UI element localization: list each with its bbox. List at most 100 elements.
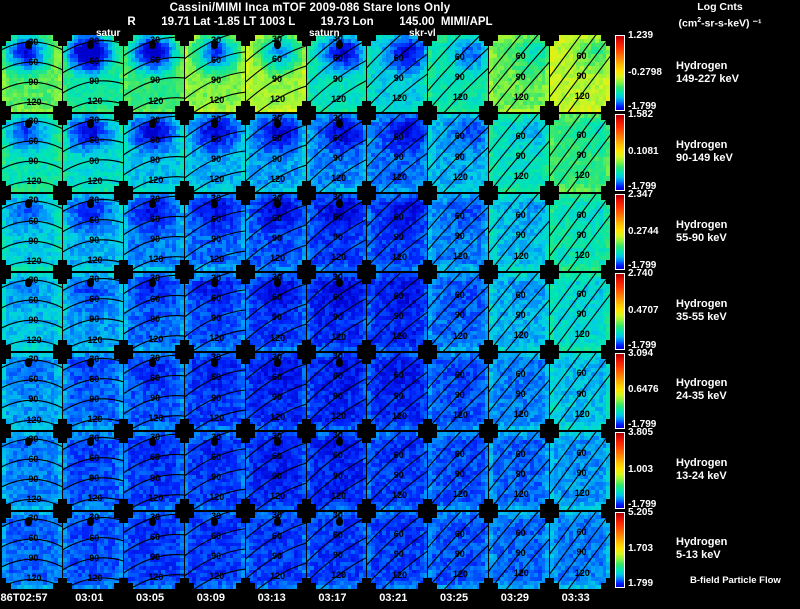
fov-corner-mask [479,185,489,192]
pitch-angle-label: 90 [516,230,526,240]
fov-corner-nub [423,432,428,444]
pitch-angle-label: 60 [211,531,221,541]
fov-corner-mask [113,503,123,510]
pitch-angle-label: 120 [270,174,285,184]
pitch-angle-label: 30 [150,194,160,204]
skymap-panel[interactable]: 60 90 120 [550,352,611,431]
fov-corner-mask [306,35,316,41]
fov-corner-mask [245,114,255,121]
fov-corner-mask [235,511,245,518]
skymap-panel[interactable]: 60 90 120 [489,193,550,272]
fov-corner-mask [2,582,11,589]
skymap-panel[interactable]: 60 90 120 [428,114,489,192]
skymap-panel[interactable]: 60 90 120 [550,35,611,113]
planet-obstruction-marker [86,198,94,208]
skymap-panel[interactable]: 60 90 120 [428,511,489,589]
fov-corner-mask [479,432,489,439]
fov-corner-mask [62,344,72,351]
pitch-angle-label: 30 [28,275,38,285]
skymap-panel[interactable]: 60 90 120 [550,432,611,510]
skymap-panel[interactable]: 60 90 120 [428,432,489,510]
skymap-panel[interactable]: 60 90 120 [550,273,611,351]
skymap-panel[interactable]: 60 90 120 [489,273,550,351]
skymap-panel[interactable]: 60 90 120 [367,352,428,431]
pitch-angle-label: 90 [28,474,38,484]
skymap-panel[interactable]: 60 90 120 [550,114,611,192]
planet-obstruction-marker [149,119,157,129]
fov-corner-nub [362,193,367,205]
skymap-panel[interactable]: 60 90 120 [367,273,428,351]
fov-corner-mask [367,35,377,41]
skymap-panel[interactable]: 60 90 120 [367,35,428,113]
fov-corner-nub [606,511,611,523]
skymap-panel[interactable]: 60 90 120 [428,35,489,113]
skymap-panel[interactable]: 60 90 120 [428,193,489,272]
skymap-panel[interactable]: 60 90 120 [428,273,489,351]
fov-corner-nub [484,419,489,431]
skymap-panel[interactable]: 60 90 120 [489,432,550,510]
pitch-angle-label: 90 [211,313,221,323]
skymap-panel[interactable]: 60 90 120 [489,352,550,431]
skymap-panel[interactable]: 60 90 120 [489,114,550,192]
planet-obstruction-marker [211,119,219,129]
skymap-panel[interactable]: 60 90 120 [367,193,428,272]
pitch-angle-label: 90 [150,314,160,324]
fov-corner-nub [118,260,123,272]
fov-corner-nub [428,193,433,205]
skymap-panel[interactable]: 60 90 120 [428,352,489,431]
pitch-angle-label: 60 [211,214,221,224]
skymap-panel[interactable]: 60 90 120 [367,432,428,510]
fov-corner-nub [57,273,62,285]
skymap-panel[interactable]: 60 90 120 [367,114,428,192]
fov-corner-nub [484,511,489,523]
skymap-panel[interactable]: 60 90 120 [367,511,428,589]
skymap-panel[interactable]: 60 90 120 [489,511,550,589]
skymap-panel[interactable]: 60 90 120 [550,511,611,589]
skymap-panel[interactable]: 60 90 120 [489,35,550,113]
skymap-panel[interactable]: 60 90 120 [550,193,611,272]
pitch-angle-label: 30 [272,353,282,362]
